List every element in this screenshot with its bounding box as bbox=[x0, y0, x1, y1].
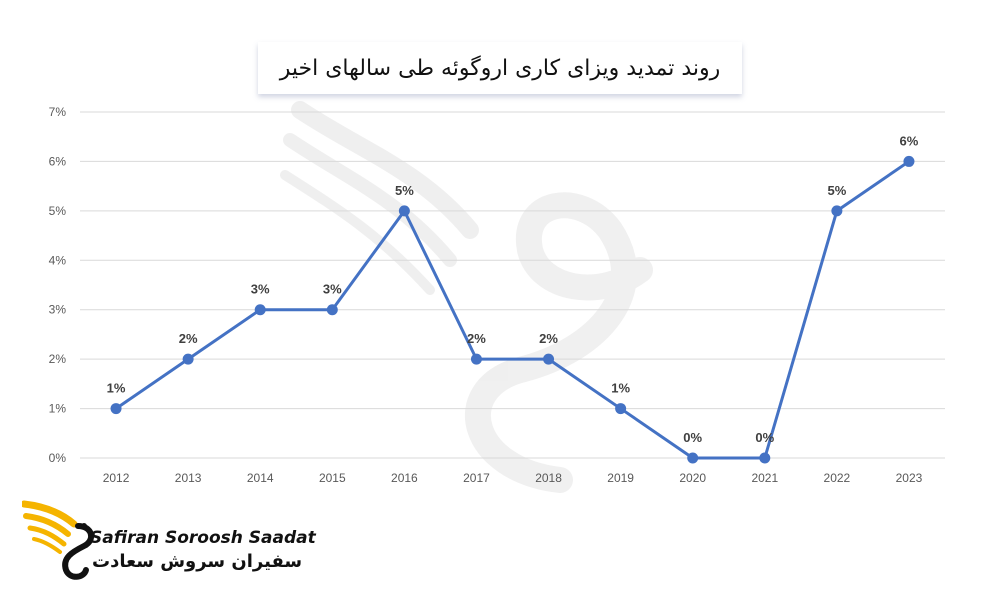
data-label: 3% bbox=[251, 282, 270, 297]
x-tick-label: 2013 bbox=[175, 471, 202, 485]
y-tick-label: 5% bbox=[49, 204, 67, 218]
x-tick-label: 2018 bbox=[535, 471, 562, 485]
data-labels: 1% 2% 3% 3% 5% 2% 2% 1% 0% 0% 5% 6% bbox=[107, 133, 919, 445]
data-point bbox=[831, 205, 843, 217]
data-point bbox=[182, 353, 194, 365]
x-tick-label: 2012 bbox=[103, 471, 130, 485]
x-tick-label: 2016 bbox=[391, 471, 418, 485]
brand-logo: Safiran Soroosh Saadat سفیران سروش سعادت bbox=[22, 496, 316, 586]
y-tick-label: 1% bbox=[49, 402, 67, 416]
data-point bbox=[759, 452, 771, 464]
x-tick-label: 2021 bbox=[751, 471, 778, 485]
x-axis-ticks: 2012 2013 2014 2015 2016 2017 2018 2019 2020 2021… bbox=[103, 471, 923, 485]
data-label: 2% bbox=[539, 331, 558, 346]
brand-name-en: Safiran Soroosh Saadat bbox=[90, 528, 316, 548]
data-label: 1% bbox=[107, 381, 126, 396]
x-tick-label: 2017 bbox=[463, 471, 490, 485]
x-tick-label: 2023 bbox=[896, 471, 923, 485]
data-label: 2% bbox=[179, 331, 198, 346]
data-label: 2% bbox=[467, 331, 486, 346]
data-label: 5% bbox=[827, 183, 846, 198]
y-axis-ticks: 0% 1% 2% 3% 4% 5% 6% 7% bbox=[49, 105, 67, 465]
y-tick-label: 6% bbox=[49, 154, 67, 168]
chart-title: روند تمدید ویزای کاری اروگوئه طی سالهای … bbox=[279, 55, 721, 81]
x-tick-label: 2019 bbox=[607, 471, 634, 485]
data-label: 0% bbox=[683, 430, 702, 445]
watermark-logo bbox=[280, 101, 653, 493]
data-label: 3% bbox=[323, 282, 342, 297]
chart-title-box: روند تمدید ویزای کاری اروگوئه طی سالهای … bbox=[258, 42, 742, 94]
x-tick-label: 2022 bbox=[824, 471, 851, 485]
data-point bbox=[470, 353, 482, 365]
data-label: 6% bbox=[900, 133, 919, 148]
data-point bbox=[687, 452, 699, 464]
y-tick-label: 7% bbox=[49, 105, 67, 119]
data-label: 0% bbox=[755, 430, 774, 445]
data-point bbox=[543, 353, 555, 365]
data-point bbox=[398, 205, 410, 217]
data-points bbox=[110, 155, 915, 464]
data-point bbox=[326, 304, 338, 316]
wing-swan-icon bbox=[22, 500, 95, 580]
y-tick-label: 4% bbox=[49, 253, 67, 267]
y-tick-label: 2% bbox=[49, 352, 67, 366]
series-line bbox=[114, 159, 911, 460]
x-tick-label: 2020 bbox=[679, 471, 706, 485]
data-label: 5% bbox=[395, 183, 414, 198]
grid-lines bbox=[80, 111, 945, 459]
y-tick-label: 3% bbox=[49, 303, 67, 317]
x-tick-label: 2015 bbox=[319, 471, 346, 485]
data-label: 1% bbox=[611, 381, 630, 396]
data-point bbox=[903, 155, 915, 167]
data-point bbox=[110, 403, 122, 415]
y-tick-label: 0% bbox=[49, 451, 67, 465]
brand-name-fa: سفیران سروش سعادت bbox=[92, 551, 303, 572]
x-tick-label: 2014 bbox=[247, 471, 274, 485]
data-point bbox=[615, 403, 627, 415]
data-point bbox=[254, 304, 266, 316]
